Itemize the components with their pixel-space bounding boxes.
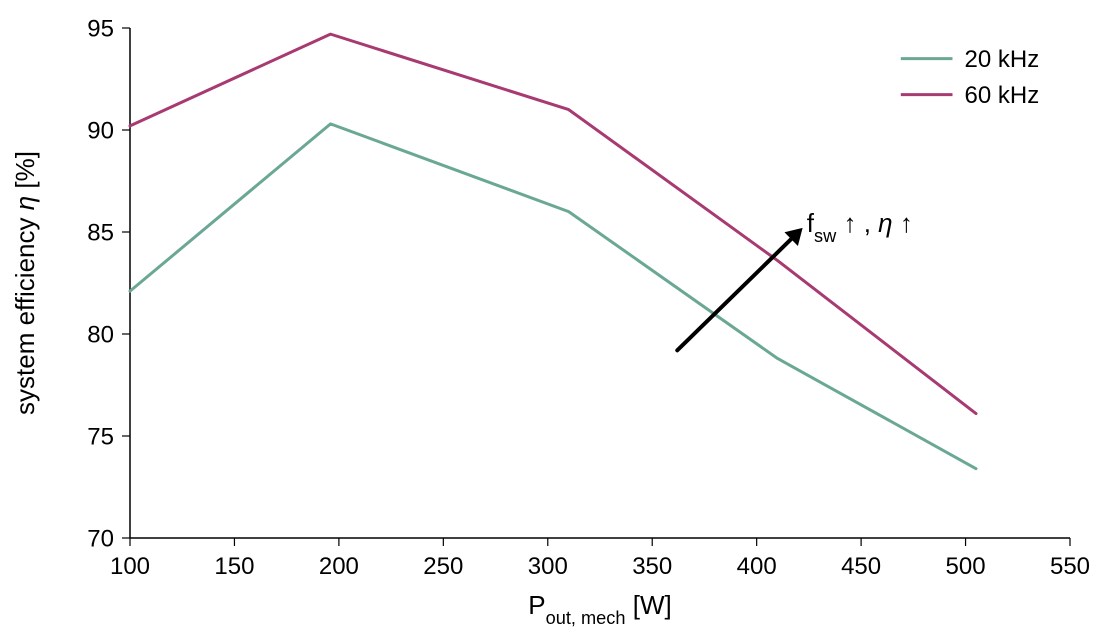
x-tick-label: 400 [737,553,777,580]
x-tick-label: 300 [528,553,568,580]
y-tick-label: 90 [87,117,114,144]
y-tick-label: 70 [87,525,114,552]
x-tick-label: 350 [632,553,672,580]
x-tick-label: 150 [214,553,254,580]
y-tick-label: 80 [87,321,114,348]
x-tick-label: 200 [319,553,359,580]
y-tick-label: 75 [87,423,114,450]
x-tick-label: 450 [841,553,881,580]
efficiency-chart: 100 150 200 250 300 350 400 450 500 550 70 75 80 85 90… [0,0,1108,637]
legend-label-1: 60 kHz [965,82,1040,109]
y-axis-label: system efficiency η [%] [10,151,40,415]
x-tick-label: 500 [946,553,986,580]
x-tick-label: 100 [110,553,150,580]
x-tick-label: 550 [1050,553,1090,580]
chart-svg: 100 150 200 250 300 350 400 450 500 550 70 75 80 85 90… [0,0,1108,637]
x-tick-label: 250 [423,553,463,580]
y-tick-label: 95 [87,15,114,42]
y-tick-label: 85 [87,219,114,246]
legend-label-0: 20 kHz [965,46,1040,73]
